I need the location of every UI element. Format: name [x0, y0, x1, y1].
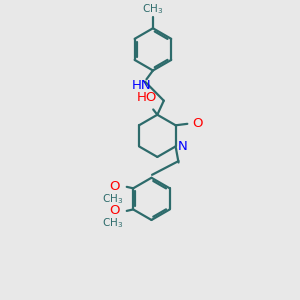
Text: CH$_3$: CH$_3$	[102, 216, 123, 230]
Text: O: O	[193, 117, 203, 130]
Text: HN: HN	[131, 79, 151, 92]
Text: O: O	[109, 180, 119, 194]
Text: CH$_3$: CH$_3$	[142, 2, 164, 16]
Text: N: N	[178, 140, 188, 153]
Text: O: O	[109, 204, 119, 218]
Text: CH$_3$: CH$_3$	[102, 192, 123, 206]
Text: HO: HO	[136, 92, 157, 104]
